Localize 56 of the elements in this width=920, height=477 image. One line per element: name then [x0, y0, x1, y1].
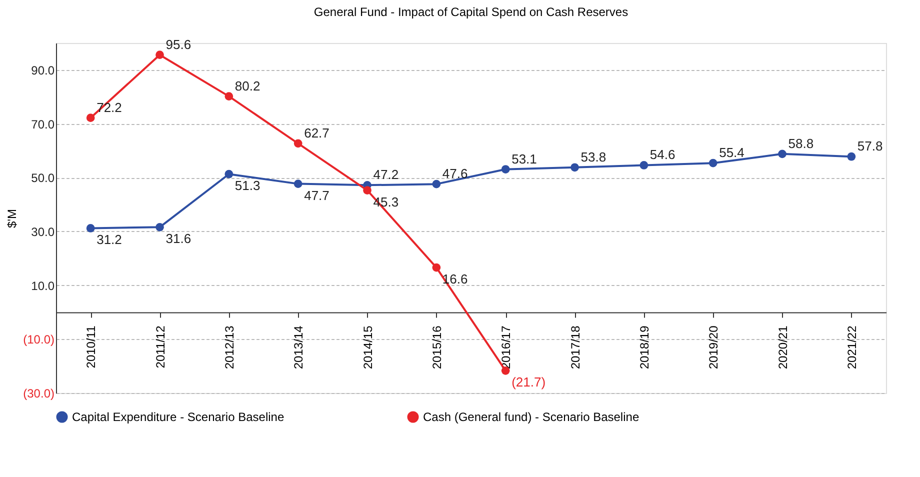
point — [294, 180, 302, 188]
x-tick-label: 2015/16 — [430, 325, 444, 370]
y-tick-label: 70.0 — [31, 117, 55, 132]
point — [363, 186, 372, 194]
x-tick-label: 2011/12 — [153, 325, 168, 368]
data-label: 58.8 — [788, 136, 814, 151]
y-tick-label: 10.0 — [31, 278, 55, 293]
data-label: 47.2 — [373, 167, 399, 182]
data-label: 53.1 — [512, 151, 537, 166]
y-tick-label: (30.0) — [23, 386, 54, 400]
y-tick-label: 90.0 — [31, 63, 55, 78]
data-label: 53.8 — [580, 149, 606, 164]
x-tick-label: 2010/11 — [84, 325, 98, 368]
point — [86, 114, 95, 122]
x-tick-label: 2017/18 — [568, 325, 582, 370]
point — [156, 222, 164, 232]
point — [224, 92, 234, 100]
x-tick-label: 2021/22 — [844, 325, 859, 370]
data-label: 31.6 — [166, 231, 192, 246]
data-label: 47.6 — [442, 166, 468, 182]
chart-title: General Fund - Impact of Capital Spend on Cash Reserves — [314, 4, 628, 19]
point — [847, 152, 856, 161]
x-tick-label: 2020/21 — [776, 325, 790, 370]
data-label: 31.2 — [96, 232, 122, 248]
x-tick-label: 2014/15 — [360, 325, 375, 370]
data-label: 54.6 — [650, 147, 676, 162]
x-tick-label: 2019/20 — [706, 325, 721, 370]
point — [294, 139, 302, 148]
data-label: 51.3 — [234, 178, 260, 194]
point — [501, 165, 510, 174]
x-tick-label: 2016/17 — [499, 325, 514, 370]
x-tick-label: 2013/14 — [292, 325, 306, 370]
legend-label: Cash (General fund) - Scenario Baseline — [423, 410, 640, 424]
data-label: 80.2 — [234, 78, 260, 94]
y-tick-label: (10.0) — [23, 332, 54, 347]
x-tick-label: 2018/19 — [637, 325, 652, 370]
point — [778, 150, 786, 158]
point — [156, 50, 164, 60]
point — [432, 180, 441, 188]
legend-label: Capital Expenditure - Scenario Baseline — [72, 410, 284, 424]
data-label: 55.4 — [719, 145, 744, 160]
point — [570, 163, 579, 172]
data-label: 57.8 — [857, 138, 883, 154]
point — [86, 224, 95, 232]
y-tick-label: 50.0 — [31, 171, 55, 186]
point — [432, 263, 441, 272]
data-label: 62.7 — [304, 125, 330, 140]
point — [224, 170, 234, 178]
data-label: 95.6 — [166, 36, 192, 52]
data-label: 47.7 — [304, 188, 330, 203]
point — [640, 161, 648, 170]
point — [708, 158, 718, 168]
x-tick-label: 2012/13 — [222, 325, 236, 370]
data-label: (21.7) — [512, 374, 546, 390]
y-tick-label: 30.0 — [31, 224, 55, 239]
y-axis-title: $'M — [5, 209, 20, 228]
